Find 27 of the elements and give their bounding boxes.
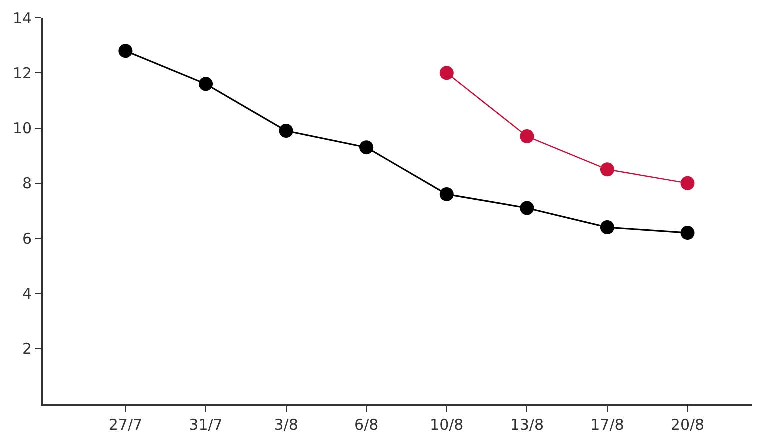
x-tick-label: 20/8: [670, 416, 705, 434]
x-tick-label: 3/8: [274, 416, 298, 434]
point: [680, 226, 695, 240]
point: [520, 130, 534, 144]
point: [520, 201, 534, 216]
point: [199, 77, 213, 92]
x-tick-label: 27/7: [108, 416, 143, 434]
y-tick-label: 14: [12, 9, 32, 28]
y-tick-label: 8: [22, 174, 32, 193]
x-tick-label: 17/8: [590, 416, 624, 434]
y-tick-label: 12: [12, 64, 32, 82]
point: [600, 220, 614, 235]
y-tick-label: 10: [12, 120, 32, 138]
x-tick-label: 6/8: [354, 416, 379, 434]
point: [279, 124, 294, 138]
y-tick-label: 2: [22, 340, 32, 358]
point: [440, 66, 454, 80]
point: [360, 140, 374, 155]
y-tick-label: 4: [22, 284, 32, 303]
x-tick-label: 13/8: [510, 416, 544, 434]
y-tick-label: 6: [22, 230, 32, 248]
x-tick-label: 10/8: [430, 416, 464, 434]
point: [440, 187, 454, 202]
point: [118, 44, 133, 58]
x-tick-label: 31/7: [189, 416, 223, 434]
point: [600, 162, 614, 177]
point: [680, 176, 695, 190]
